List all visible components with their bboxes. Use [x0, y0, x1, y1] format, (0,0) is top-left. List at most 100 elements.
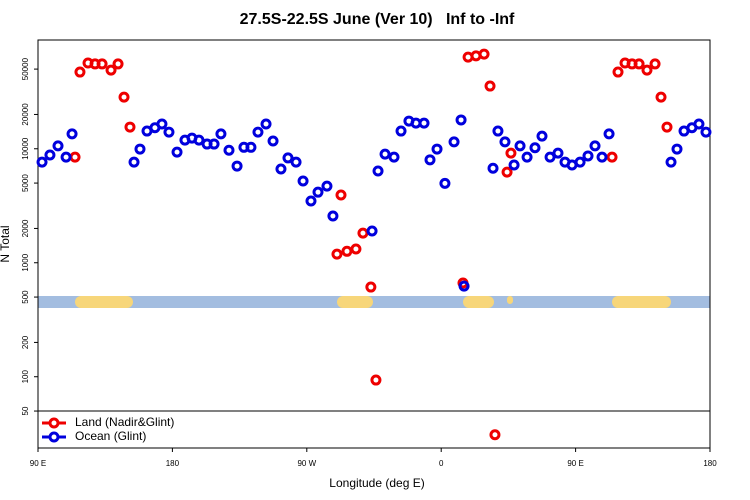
- point: [388, 151, 400, 163]
- y-tick-label: 100: [21, 370, 30, 384]
- point: [105, 64, 117, 76]
- point: [321, 180, 333, 192]
- surface-mask: [38, 296, 710, 308]
- point: [208, 138, 220, 150]
- point: [260, 118, 272, 130]
- point: [357, 227, 369, 239]
- x-tick-label: 90 E: [30, 459, 46, 468]
- point: [612, 66, 624, 78]
- point: [312, 186, 324, 198]
- legend-label: Ocean (Glint): [75, 429, 146, 443]
- point: [395, 125, 407, 137]
- point: [297, 175, 309, 187]
- y-tick-label: 500: [21, 290, 30, 304]
- legend-marker: [48, 417, 60, 429]
- point: [193, 134, 205, 146]
- chart-title: 27.5S-22.5S June (Ver 10) Inf to -Inf: [240, 11, 515, 28]
- point: [60, 151, 72, 163]
- point: [505, 147, 517, 159]
- point: [163, 126, 175, 138]
- y-tick-label: 5000: [21, 174, 30, 192]
- point: [418, 117, 430, 129]
- point: [305, 195, 317, 207]
- point: [544, 151, 556, 163]
- point: [379, 148, 391, 160]
- point: [267, 135, 279, 147]
- point: [36, 156, 48, 168]
- point: [606, 151, 618, 163]
- legend-label: Land (Nadir&Glint): [75, 415, 174, 429]
- point: [487, 162, 499, 174]
- y-tick-label: 2000: [21, 219, 30, 237]
- y-tick-label: 50000: [21, 57, 30, 80]
- point: [171, 146, 183, 158]
- point: [529, 142, 541, 154]
- point: [327, 210, 339, 222]
- x-tick-label: 90 E: [567, 459, 583, 468]
- point: [693, 118, 705, 130]
- point: [44, 149, 56, 161]
- x-axis-label: Longitude (deg E): [329, 476, 424, 490]
- point: [552, 147, 564, 159]
- point: [74, 66, 86, 78]
- point: [582, 150, 594, 162]
- x-tick-label: 180: [166, 459, 180, 468]
- point: [478, 48, 490, 60]
- point: [128, 156, 140, 168]
- point: [124, 121, 136, 133]
- point: [69, 151, 81, 163]
- point: [335, 189, 347, 201]
- point: [341, 245, 353, 257]
- point: [372, 165, 384, 177]
- point: [215, 128, 227, 140]
- point: [458, 280, 470, 292]
- point: [134, 143, 146, 155]
- y-tick-label: 10000: [21, 137, 30, 160]
- point: [275, 163, 287, 175]
- point: [156, 118, 168, 130]
- point: [252, 126, 264, 138]
- x-tick-label: 90 W: [297, 459, 316, 468]
- point: [96, 58, 108, 70]
- point: [245, 141, 257, 153]
- point: [455, 114, 467, 126]
- point: [484, 80, 496, 92]
- point: [641, 64, 653, 76]
- point: [633, 58, 645, 70]
- point: [521, 151, 533, 163]
- point: [596, 151, 608, 163]
- point: [365, 281, 377, 293]
- point: [448, 136, 460, 148]
- point: [536, 130, 548, 142]
- point: [223, 144, 235, 156]
- point: [290, 156, 302, 168]
- point: [508, 159, 520, 171]
- point: [424, 154, 436, 166]
- point: [112, 58, 124, 70]
- legend-marker: [48, 431, 60, 443]
- point: [671, 143, 683, 155]
- point: [700, 126, 712, 138]
- x-tick-label: 180: [703, 459, 717, 468]
- point: [118, 91, 130, 103]
- point: [370, 374, 382, 386]
- y-tick-label: 1000: [21, 253, 30, 271]
- y-tick-label: 200: [21, 335, 30, 349]
- point: [499, 136, 511, 148]
- point: [661, 121, 673, 133]
- point: [489, 429, 501, 441]
- point: [439, 177, 451, 189]
- point: [331, 248, 343, 260]
- y-tick-label: 20000: [21, 103, 30, 126]
- point: [649, 58, 661, 70]
- point: [431, 143, 443, 155]
- y-tick-label: 50: [21, 406, 30, 415]
- point: [603, 128, 615, 140]
- point: [350, 243, 362, 255]
- x-tick-label: 0: [439, 459, 444, 468]
- y-axis-label: N Total: [0, 225, 12, 262]
- point: [655, 91, 667, 103]
- point: [665, 156, 677, 168]
- point: [66, 128, 78, 140]
